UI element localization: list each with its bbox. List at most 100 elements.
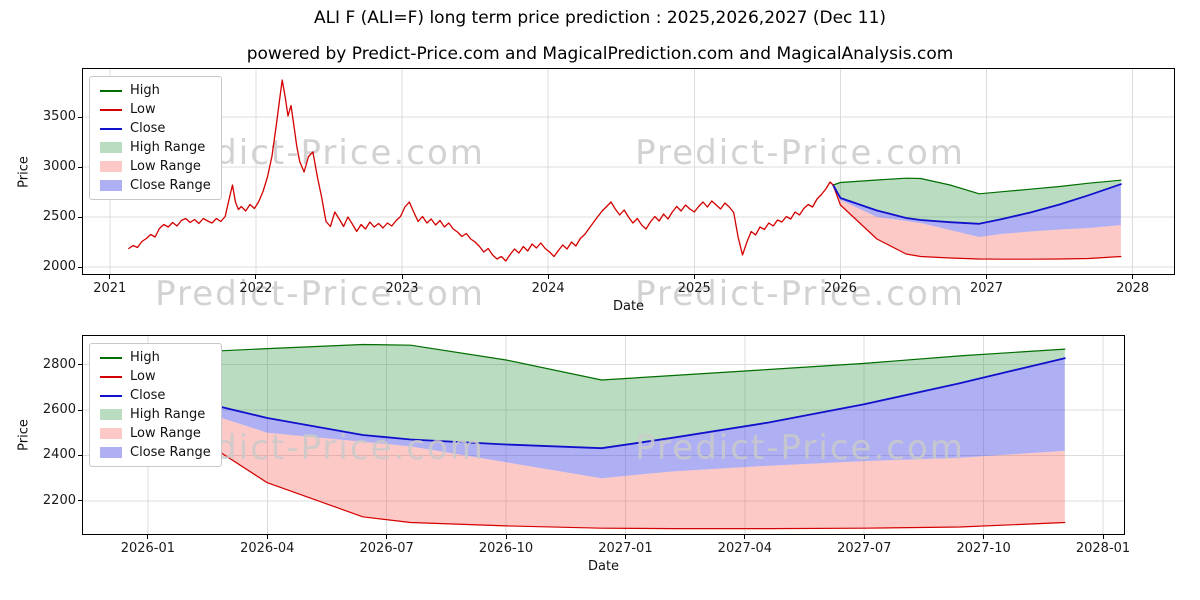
close-range-band: [833, 184, 1121, 237]
legend-label: Low Range: [130, 159, 201, 174]
x-tick-label: 2026-10: [478, 541, 534, 556]
y-tick-label: 2200: [42, 492, 76, 508]
high-prediction-line: [832, 177, 1122, 195]
legend-swatch-line: [100, 89, 122, 92]
legend-swatch-patch: [100, 180, 122, 191]
legend-swatch-line: [100, 127, 122, 130]
legend-entry: Close Range: [100, 177, 211, 194]
y-tick-label: 3000: [42, 159, 76, 174]
x-tick-label: 2028: [1116, 281, 1150, 296]
close-range-band: [124, 358, 1065, 479]
x-tick-label: 2027-04: [717, 541, 772, 556]
legend-label: Close: [130, 121, 166, 136]
x-tick-mark: [693, 275, 695, 279]
watermark-text: Predict-Price.com: [635, 274, 965, 314]
bottom-chart-ylabel: Price: [16, 419, 32, 451]
high-prediction-line: [123, 343, 1066, 381]
y-tick-mark: [78, 116, 82, 118]
x-tick-mark: [1102, 535, 1104, 539]
legend-entry: Low: [100, 101, 211, 118]
watermark-text: Predict-Price.com: [635, 428, 965, 468]
legend-swatch-patch: [100, 409, 122, 420]
bottom-chart-canvas: Predict-Price.com Predict-Price.com: [82, 335, 1125, 535]
legend-swatch-patch: [100, 428, 122, 439]
legend-swatch-patch: [100, 142, 122, 153]
x-tick-mark: [863, 535, 865, 539]
x-tick-mark: [147, 535, 149, 539]
legend-entry: High Range: [100, 406, 211, 423]
history-price-line: [128, 79, 834, 262]
y-tick-mark: [78, 364, 82, 366]
y-tick-mark: [78, 216, 82, 218]
y-tick-label: 2600: [42, 402, 76, 417]
y-tick-label: 2400: [42, 447, 76, 463]
y-tick-label: 2800: [42, 356, 76, 372]
x-tick-mark: [255, 275, 257, 279]
x-tick-mark: [1132, 275, 1134, 279]
x-tick-label: 2025: [677, 281, 711, 296]
legend-entry: Close: [100, 387, 211, 404]
x-tick-mark: [983, 535, 985, 539]
top-chart-legend: High Low Close High Range Low Range Close Ran…: [89, 76, 222, 200]
legend-entry: High: [100, 82, 211, 99]
legend-entry: Low: [100, 368, 211, 385]
plot-border: [82, 68, 1175, 275]
y-tick-mark: [78, 409, 82, 411]
legend-label: Low: [130, 102, 156, 117]
legend-swatch-line: [100, 108, 122, 111]
x-tick-mark: [547, 275, 549, 279]
legend-label: Low Range: [130, 426, 201, 441]
x-tick-label: 2027: [969, 281, 1004, 296]
x-tick-label: 2021: [93, 281, 127, 296]
y-tick-label: 2500: [42, 209, 76, 224]
x-tick-label: 2023: [385, 281, 419, 296]
x-tick-label: 2024: [531, 281, 565, 296]
x-tick-mark: [109, 275, 111, 279]
x-tick-mark: [386, 535, 388, 539]
x-tick-label: 2026-01: [120, 541, 176, 556]
legend-entry: High: [100, 349, 211, 366]
legend-entry: Low Range: [100, 158, 211, 175]
low-prediction-line: [123, 359, 1066, 530]
legend-swatch-line: [100, 394, 122, 397]
x-tick-label: 2026-04: [240, 541, 295, 556]
x-tick-mark: [839, 275, 841, 279]
x-tick-label: 2026-07: [359, 541, 414, 556]
legend-entry: Close Range: [100, 444, 211, 461]
top-chart: Predict-Price.com Predict-Price.com High L…: [17, 68, 1175, 314]
low-range-band: [124, 360, 1065, 529]
plot-border: [82, 335, 1125, 535]
y-tick-mark: [78, 266, 82, 268]
legend-entry: Close: [100, 120, 211, 137]
y-tick-label: 3500: [42, 109, 76, 124]
x-tick-label: 2027-01: [598, 541, 653, 556]
legend-label: Close: [130, 388, 166, 403]
y-tick-mark: [78, 454, 82, 456]
legend-label: High Range: [130, 407, 206, 422]
top-chart-xlabel: Date: [612, 299, 645, 314]
legend-label: High Range: [130, 140, 206, 155]
x-tick-label: 2027-10: [956, 541, 1011, 556]
bottom-chart-legend: High Low Close High Range Low Range Close Ran…: [89, 343, 222, 467]
chart-title: ALI F (ALI=F) long term price prediction…: [313, 8, 887, 28]
legend-label: Close Range: [130, 178, 211, 193]
x-tick-mark: [986, 275, 987, 279]
legend-label: High: [130, 83, 160, 98]
x-tick-mark: [401, 275, 403, 279]
x-tick-mark: [624, 535, 626, 539]
legend-swatch-line: [100, 356, 122, 359]
x-tick-mark: [744, 535, 746, 539]
legend-swatch-patch: [100, 161, 122, 172]
x-tick-label: 2027-07: [837, 541, 892, 556]
low-range-band: [833, 185, 1121, 260]
legend-entry: Low Range: [100, 425, 211, 442]
legend-label: Low: [130, 369, 156, 384]
legend-swatch-patch: [100, 447, 122, 458]
close-prediction-line: [123, 357, 1066, 450]
top-chart-canvas: Predict-Price.com Predict-Price.com: [82, 68, 1175, 275]
y-tick-mark: [78, 500, 82, 502]
legend-label: Close Range: [130, 445, 211, 460]
bottom-chart: Predict-Price.com Predict-Price.com High L…: [17, 335, 1130, 574]
high-range-band: [833, 178, 1121, 224]
